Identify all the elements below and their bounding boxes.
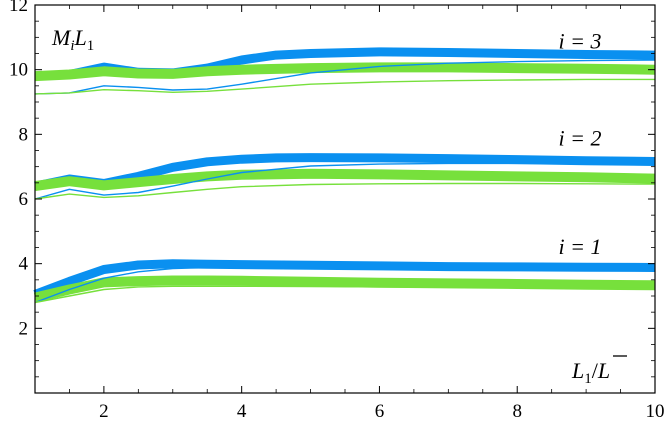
series-line-i1-green-thick [33,275,656,303]
y-label-base: M [51,25,72,50]
series-layer [33,47,656,304]
series-line-i2-green-thick [34,168,656,192]
y-tick-label: 10 [9,60,28,81]
y-tick-label: 4 [19,254,29,275]
series-line-i1-green-thin [34,285,655,304]
y-label-sub2: 1 [87,38,95,54]
x-tick-label: 10 [646,401,665,421]
x-axis-corner-label: L1/L [571,358,610,387]
series-line-i2-blue-thin [34,162,655,200]
y-tick-label: 2 [19,318,29,339]
axes-layer: 2 4 6 8 10 2 4 6 8 10 12 [9,0,665,421]
series-line-i3-green-thick [34,62,656,82]
group-label-i3: i = 3 [559,29,602,54]
series-line-i1-blue-thick [33,259,656,299]
x-tick-label: 8 [512,401,522,421]
x-label-bar: L [597,358,610,383]
x-label-base: L [571,358,584,383]
series-line-i1-blue-thin [34,266,655,304]
group-label-i2: i = 2 [559,126,602,151]
annotation-layer: MiL1 L1/L i = 3i = 2i = 1 [51,25,627,387]
y-axis-corner-label: MiL1 [51,25,94,54]
group-label-i1: i = 1 [559,234,602,259]
series-line-i2-green-thin [34,182,656,200]
y-tick-label: 8 [19,124,29,145]
x-label-slash: / [592,358,599,383]
series-line-i3-blue-thin [34,59,656,95]
x-label-sub: 1 [584,371,592,387]
series-line-i3-green-thin [34,78,655,95]
x-tick-label: 2 [99,401,109,421]
y-label-mid: L [74,25,87,50]
y-label-sub1: i [70,38,74,54]
x-tick-label: 4 [237,401,247,421]
y-tick-label: 12 [9,0,28,16]
x-tick-label: 6 [375,401,385,421]
y-tick-label: 6 [19,189,29,210]
